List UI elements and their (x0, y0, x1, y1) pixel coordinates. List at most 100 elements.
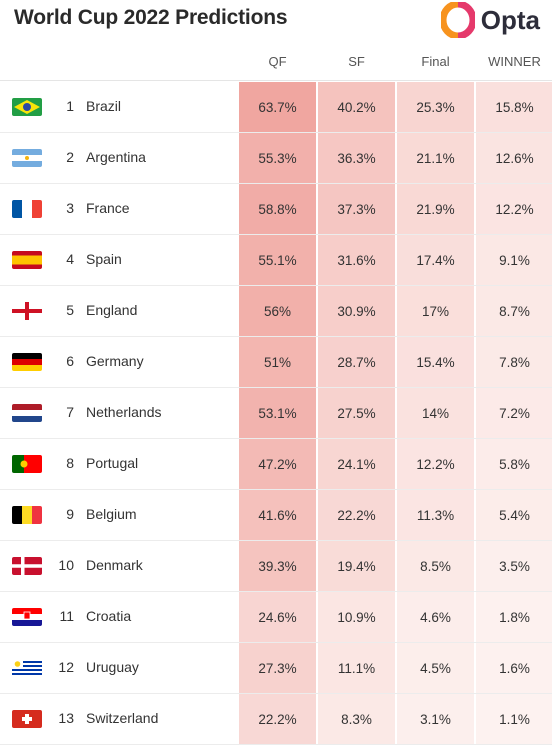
team-rank: 8 (66, 455, 74, 471)
cell-sf: 8.3% (318, 694, 395, 745)
team-rank: 11 (59, 608, 74, 624)
table-row: 11 Croatia 24.6% 10.9% 4.6% 1.8% (0, 592, 552, 643)
team-name: Netherlands (86, 404, 162, 420)
table-row: 2 Argentina 55.3% 36.3% 21.1% 12.6% (0, 133, 552, 184)
table-row: 1 Brazil 63.7% 40.2% 25.3% 15.8% (0, 82, 552, 133)
cell-sf: 10.9% (318, 592, 395, 643)
cell-final: 4.6% (397, 592, 474, 643)
row-divider (0, 387, 552, 388)
cell-sf: 37.3% (318, 184, 395, 235)
row-divider (0, 285, 552, 286)
row-divider (0, 693, 552, 694)
cell-final: 14% (397, 388, 474, 439)
table-row: 6 Germany 51% 28.7% 15.4% 7.8% (0, 337, 552, 388)
team-name: Uruguay (86, 659, 139, 675)
team-rank: 5 (66, 302, 74, 318)
team-rank: 3 (66, 200, 74, 216)
portugal-flag-icon (12, 455, 42, 473)
team-name: France (86, 200, 130, 216)
cell-winner: 1.8% (476, 592, 552, 643)
column-header-sf: SF (348, 54, 365, 69)
team-rank: 13 (58, 710, 74, 726)
cell-winner: 8.7% (476, 286, 552, 337)
cell-qf: 56% (239, 286, 316, 337)
cell-sf: 11.1% (318, 643, 395, 694)
team-name: Portugal (86, 455, 139, 471)
cell-final: 4.5% (397, 643, 474, 694)
row-divider (0, 642, 552, 643)
cell-qf: 55.1% (239, 235, 316, 286)
row-divider (0, 336, 552, 337)
cell-winner: 7.8% (476, 337, 552, 388)
team-name: England (86, 302, 138, 318)
cell-qf: 55.3% (239, 133, 316, 184)
germany-flag-icon (12, 353, 42, 371)
team-rank: 10 (58, 557, 74, 573)
brazil-flag-icon (12, 98, 42, 116)
team-name: Belgium (86, 506, 137, 522)
cell-final: 8.5% (397, 541, 474, 592)
row-divider (0, 438, 552, 439)
cell-final: 11.3% (397, 490, 474, 541)
cell-sf: 24.1% (318, 439, 395, 490)
column-header-final: Final (421, 54, 450, 69)
cell-qf: 39.3% (239, 541, 316, 592)
cell-qf: 58.8% (239, 184, 316, 235)
opta-logo: Opta (440, 2, 540, 38)
cell-sf: 36.3% (318, 133, 395, 184)
cell-qf: 63.7% (239, 82, 316, 133)
spain-flag-icon (12, 251, 42, 269)
cell-winner: 5.4% (476, 490, 552, 541)
cell-sf: 31.6% (318, 235, 395, 286)
header-divider (0, 80, 552, 81)
denmark-flag-icon (12, 557, 42, 575)
cell-winner: 1.6% (476, 643, 552, 694)
team-name: Croatia (86, 608, 132, 624)
cell-sf: 19.4% (318, 541, 395, 592)
table-row: 10 Denmark 39.3% 19.4% 8.5% 3.5% (0, 541, 552, 592)
row-divider (0, 540, 552, 541)
cell-winner: 7.2% (476, 388, 552, 439)
uruguay-flag-icon (12, 659, 42, 677)
row-divider (0, 132, 552, 133)
row-divider (0, 183, 552, 184)
row-divider (0, 234, 552, 235)
logo-text: Opta (480, 4, 540, 35)
team-rank: 12 (58, 659, 74, 675)
table-row: 9 Belgium 41.6% 22.2% 11.3% 5.4% (0, 490, 552, 541)
team-name: Switzerland (86, 710, 159, 726)
belgium-flag-icon (12, 506, 42, 524)
team-rank: 9 (66, 506, 74, 522)
cell-qf: 27.3% (239, 643, 316, 694)
cell-winner: 12.2% (476, 184, 552, 235)
cell-final: 25.3% (397, 82, 474, 133)
switzerland-flag-icon (12, 710, 42, 728)
page-title: World Cup 2022 Predictions (14, 6, 288, 29)
cell-winner: 1.1% (476, 694, 552, 745)
column-header-qf: QF (268, 54, 287, 69)
team-rank: 7 (66, 404, 74, 420)
cell-winner: 5.8% (476, 439, 552, 490)
cell-sf: 30.9% (318, 286, 395, 337)
cell-qf: 51% (239, 337, 316, 388)
cell-winner: 3.5% (476, 541, 552, 592)
cell-qf: 47.2% (239, 439, 316, 490)
row-divider (0, 591, 552, 592)
cell-final: 17% (397, 286, 474, 337)
netherlands-flag-icon (12, 404, 42, 422)
team-name: Denmark (86, 557, 143, 573)
team-rank: 2 (66, 149, 74, 165)
cell-qf: 24.6% (239, 592, 316, 643)
column-header-winner: WINNER (488, 54, 541, 69)
team-name: Spain (86, 251, 122, 267)
team-rank: 6 (66, 353, 74, 369)
cell-qf: 53.1% (239, 388, 316, 439)
england-flag-icon (12, 302, 42, 320)
cell-winner: 15.8% (476, 82, 552, 133)
cell-winner: 12.6% (476, 133, 552, 184)
table-row: 3 France 58.8% 37.3% 21.9% 12.2% (0, 184, 552, 235)
team-name: Argentina (86, 149, 146, 165)
cell-qf: 22.2% (239, 694, 316, 745)
cell-final: 15.4% (397, 337, 474, 388)
row-divider (0, 489, 552, 490)
